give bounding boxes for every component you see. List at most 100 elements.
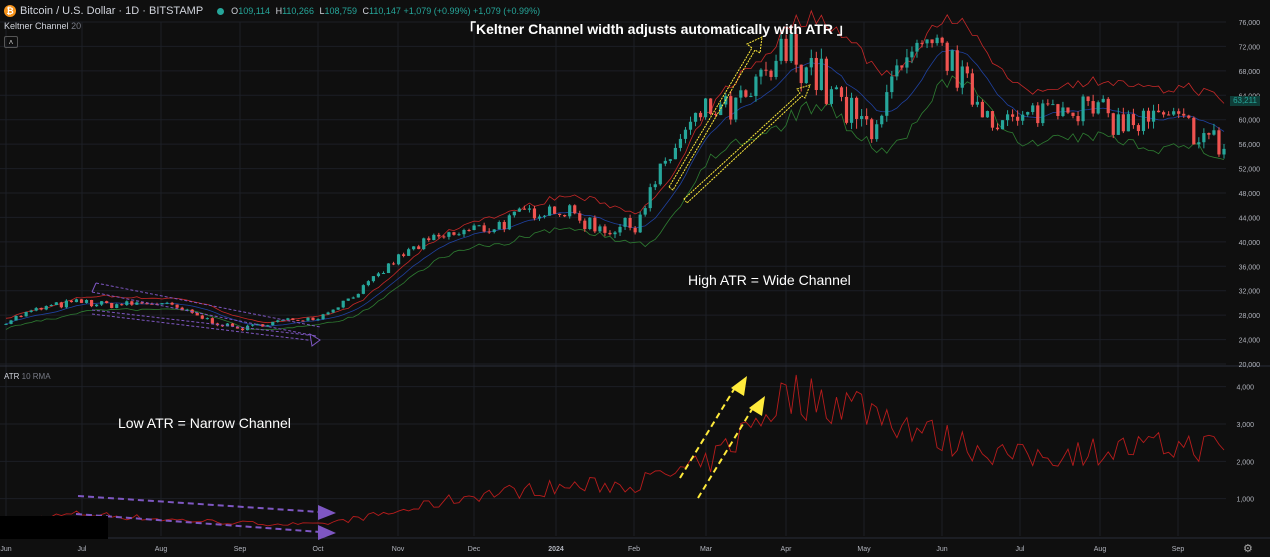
- candle-body: [683, 129, 688, 139]
- candle-body: [346, 298, 350, 301]
- candle-body: [19, 315, 23, 317]
- candle-body: [829, 89, 834, 104]
- atr-axis[interactable]: 4,000 3,000 2,000 1,000: [1236, 385, 1254, 504]
- candle-body: [24, 311, 28, 317]
- candle-body: [1056, 104, 1060, 116]
- candle-body: [1076, 116, 1080, 122]
- candle-body: [341, 300, 345, 308]
- candle-body: [839, 87, 844, 97]
- price-tick-label: 28,000: [1239, 313, 1261, 320]
- candle-body: [980, 101, 985, 118]
- time-tick-label: Aug: [1094, 546, 1107, 553]
- candle-body: [396, 254, 401, 265]
- candle-body: [940, 37, 944, 43]
- candle-body: [412, 246, 416, 250]
- candle-body: [688, 121, 693, 130]
- ohlc-high: 110,266: [282, 6, 314, 16]
- candle-body: [920, 42, 924, 44]
- gear-icon[interactable]: ⚙: [1243, 543, 1253, 555]
- candle-body: [316, 319, 320, 321]
- candle-body: [1000, 120, 1005, 130]
- candle-body: [225, 323, 230, 327]
- candle-body: [240, 328, 245, 331]
- candle-body: [125, 301, 129, 305]
- candle-body: [175, 304, 179, 308]
- candle-body: [754, 76, 758, 96]
- price-tick-label: 60,000: [1239, 118, 1261, 125]
- candle-body: [356, 293, 360, 298]
- time-tick-label: Apr: [781, 546, 793, 553]
- time-tick-label: 2024: [548, 546, 564, 553]
- candle-body: [49, 305, 53, 307]
- candle-body: [789, 34, 793, 62]
- candle-body: [744, 90, 748, 97]
- redaction-box: [0, 516, 108, 539]
- price-tick-label: 44,000: [1239, 215, 1261, 222]
- candle-body: [749, 95, 753, 97]
- candle-body: [94, 304, 99, 307]
- candle-body: [135, 302, 139, 305]
- candle-body: [1116, 114, 1120, 135]
- candle-body: [110, 302, 114, 308]
- price-tick-label: 72,000: [1239, 44, 1261, 51]
- candle-body: [598, 226, 602, 232]
- candle-body: [512, 211, 516, 216]
- candle-body: [578, 213, 582, 221]
- keltner-indicator-label[interactable]: Keltner Channel 20: [4, 21, 82, 31]
- candle-body: [130, 301, 134, 305]
- annotation-title: 「Keltner Channel width adjusts automatic…: [462, 21, 851, 37]
- candle-body: [220, 325, 225, 327]
- candle-body: [960, 66, 964, 88]
- candle-body: [1182, 113, 1186, 116]
- candle-body: [296, 319, 300, 321]
- candle-body: [386, 263, 391, 274]
- candle-body: [668, 159, 672, 161]
- candle-body: [794, 34, 798, 65]
- candle-body: [935, 37, 939, 44]
- time-axis[interactable]: Jun Jul Aug Sep Oct Nov Dec 2024 Feb Mar Apr May Jun…: [0, 546, 1184, 553]
- candle-body: [849, 97, 854, 123]
- collapse-indicators-button[interactable]: ˄: [4, 36, 18, 48]
- keltner-upper-band: [5, 9, 1225, 324]
- candle-body: [643, 208, 647, 215]
- candle-body: [547, 206, 552, 216]
- candle-body: [945, 42, 949, 71]
- yellow-atr-arrow-right: [697, 396, 765, 499]
- candle-body: [542, 215, 547, 217]
- candle-body: [1051, 104, 1055, 106]
- purple-narrow-channel-arrow: [91, 282, 321, 347]
- candle-body: [925, 39, 929, 44]
- candle-body: [271, 321, 275, 326]
- time-tick-label: Feb: [628, 546, 640, 553]
- chevron-up-icon: ˄: [8, 37, 14, 47]
- candle-body: [381, 273, 386, 275]
- purple-atr-arrow-top: [77, 495, 336, 520]
- candle-body: [14, 315, 18, 321]
- candle-body: [331, 309, 335, 313]
- atr-series: [5, 374, 1225, 527]
- candle-body: [84, 300, 89, 303]
- candle-body: [975, 101, 979, 105]
- candle-body: [1187, 115, 1191, 118]
- candle-body: [366, 281, 370, 286]
- candle-body: [804, 67, 808, 84]
- candle-body: [965, 66, 969, 74]
- candle-body: [417, 246, 421, 250]
- candle-body: [391, 263, 396, 265]
- symbol-title[interactable]: Bitcoin / U.S. Dollar · 1D · BITSTAMP: [20, 5, 204, 17]
- candle-body: [1126, 114, 1130, 132]
- candle-body: [563, 215, 567, 217]
- price-axis[interactable]: 76,00072,00068,00064,00060,00056,00052,0…: [1239, 20, 1261, 369]
- time-tick-label: May: [857, 546, 871, 553]
- candle-body: [120, 304, 124, 306]
- candle-body: [1151, 110, 1156, 122]
- candle-body: [1131, 114, 1136, 126]
- candle-body: [1167, 114, 1171, 116]
- candle-body: [1207, 133, 1211, 135]
- ohlc-change-2: +1,079 (+0.99%): [473, 6, 541, 16]
- candle-body: [568, 205, 572, 217]
- atr-indicator-label[interactable]: ATR 10 RMA: [4, 372, 51, 381]
- candle-body: [69, 300, 74, 303]
- candle-body: [336, 307, 340, 310]
